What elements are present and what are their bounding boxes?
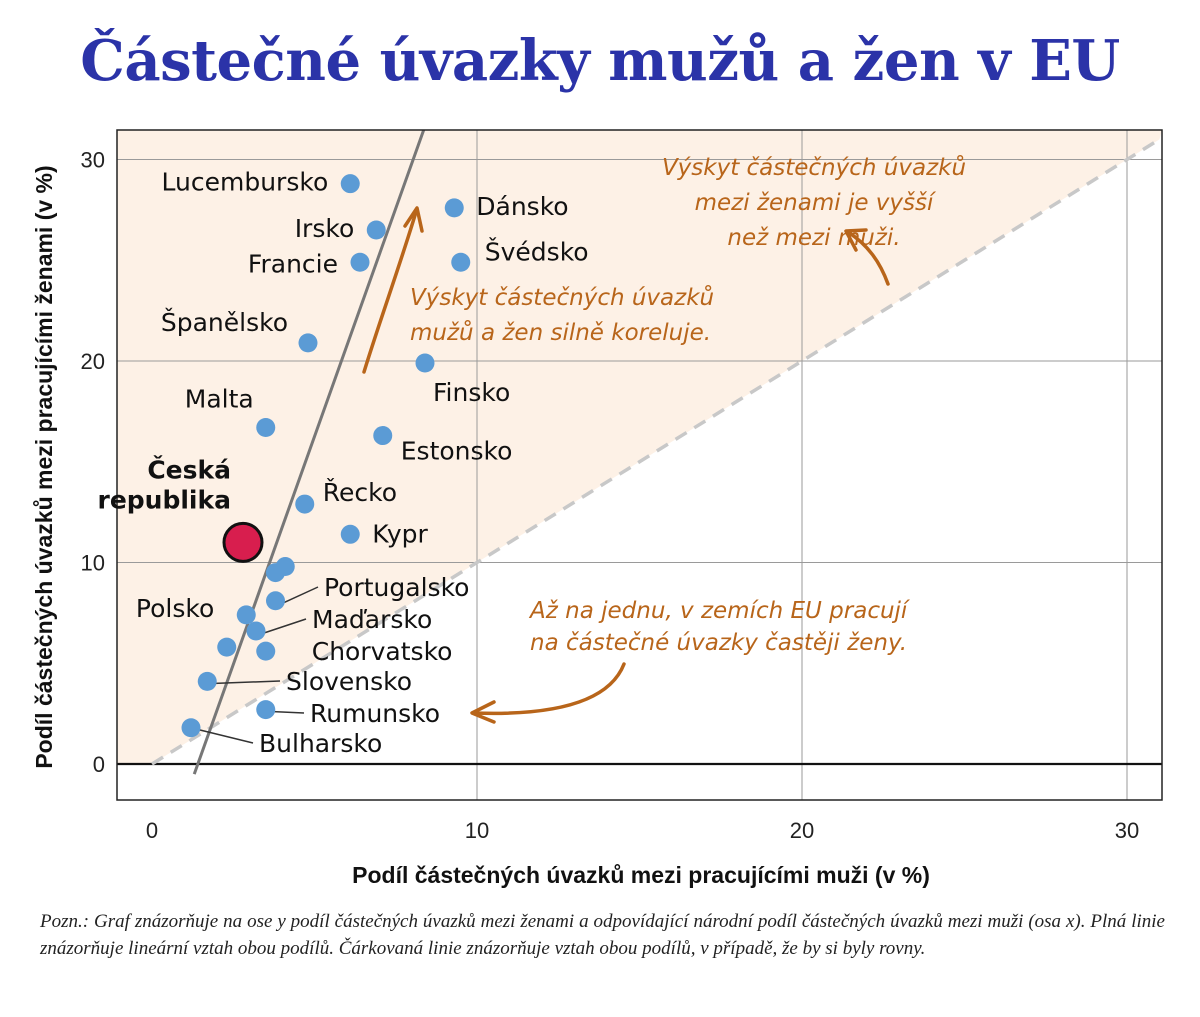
point-label: Španělsko [161,307,288,337]
point-label: Dánsko [476,192,568,221]
x-tick-label: 30 [1115,818,1139,843]
annotation-text: na částečné úvazky častěji ženy. [530,630,907,656]
footnote: Pozn.: Graf znázorňuje na ose y podíl čá… [40,911,1165,959]
data-point [217,637,237,657]
annotation-text: Výskyt částečných úvazků [662,154,966,181]
data-point [266,563,285,583]
x-tick-label: 10 [465,818,489,843]
data-point [197,671,217,691]
y-tick-label: 20 [81,349,105,374]
data-point [181,718,201,738]
annotation-text: Až na jednu, v zemích EU pracují [528,598,911,624]
data-point [350,252,370,272]
y-axis-label: Podíl částečných úvazků mezi pracujícími… [31,165,57,768]
leader-line [198,729,254,744]
data-point [256,700,276,720]
scatter-chart: 0 10 20 30 0 10 20 30 Lucembursko Dánsko Irsko Fra… [31,129,1163,888]
point-label: Švédsko [485,236,589,266]
y-tick-label: 10 [81,551,105,576]
point-label: Kypr [372,519,428,548]
point-label-highlight: Česká [147,454,231,484]
point-label: Finsko [433,378,510,407]
trend-line [192,130,426,775]
data-point [340,524,360,544]
point-label: Estonsko [401,437,513,466]
point-label: Bulharsko [259,729,382,758]
annotation-arrow [362,210,418,374]
data-point [451,252,471,272]
annotation-arrow-head [403,206,424,233]
annotation-arrow-head [470,700,496,724]
plot-frame [116,129,1163,801]
annotation-text: Výskyt částečných úvazků [410,284,714,311]
data-point [266,591,285,611]
x-axis-label: Podíl částečných úvazků mezi pracujícími… [352,862,930,888]
point-label: Lucembursko [162,168,329,197]
annotation-text: než mezi muži. [727,225,900,251]
data-point [246,621,266,641]
point-label: Maďarsko [312,605,432,634]
annotation-arrow-head [844,228,868,252]
point-label: Chorvatsko [312,637,453,666]
data-point [444,198,464,218]
data-point [256,417,276,437]
annotation-arrow [846,230,890,286]
annotation-text: mezi ženami je vyšší [695,190,937,216]
data-point-highlight [222,521,264,563]
x-tick-label: 0 [146,818,158,843]
point-label: Polsko [136,594,214,623]
data-point [373,426,393,446]
leader-line [215,680,281,685]
point-label: Irsko [295,214,355,243]
point-label: Slovensko [286,667,412,696]
data-point [236,605,256,625]
x-tick-label: 20 [790,818,814,843]
data-point [298,333,318,353]
leader-line [263,618,307,634]
leader-line [283,586,319,604]
data-point [366,220,386,240]
point-label: Malta [185,384,254,413]
data-point [415,353,435,373]
annotation-arrow [472,662,626,716]
chart-title: Částečné úvazky mužů a žen v EU [80,28,1120,94]
shaded-region [117,130,1162,764]
point-label: Řecko [323,478,397,507]
point-label: Rumunsko [310,699,440,728]
data-point [340,174,360,194]
point-label: Portugalsko [324,573,469,602]
y-tick-label: 0 [93,752,105,777]
point-label: Francie [248,249,338,278]
y-tick-label: 30 [81,148,105,173]
annotation-text: mužů a žen silně koreluje. [410,319,711,346]
leader-line [273,710,305,714]
data-point [256,641,276,661]
point-label-highlight: republika [97,485,231,514]
data-point [295,494,315,514]
